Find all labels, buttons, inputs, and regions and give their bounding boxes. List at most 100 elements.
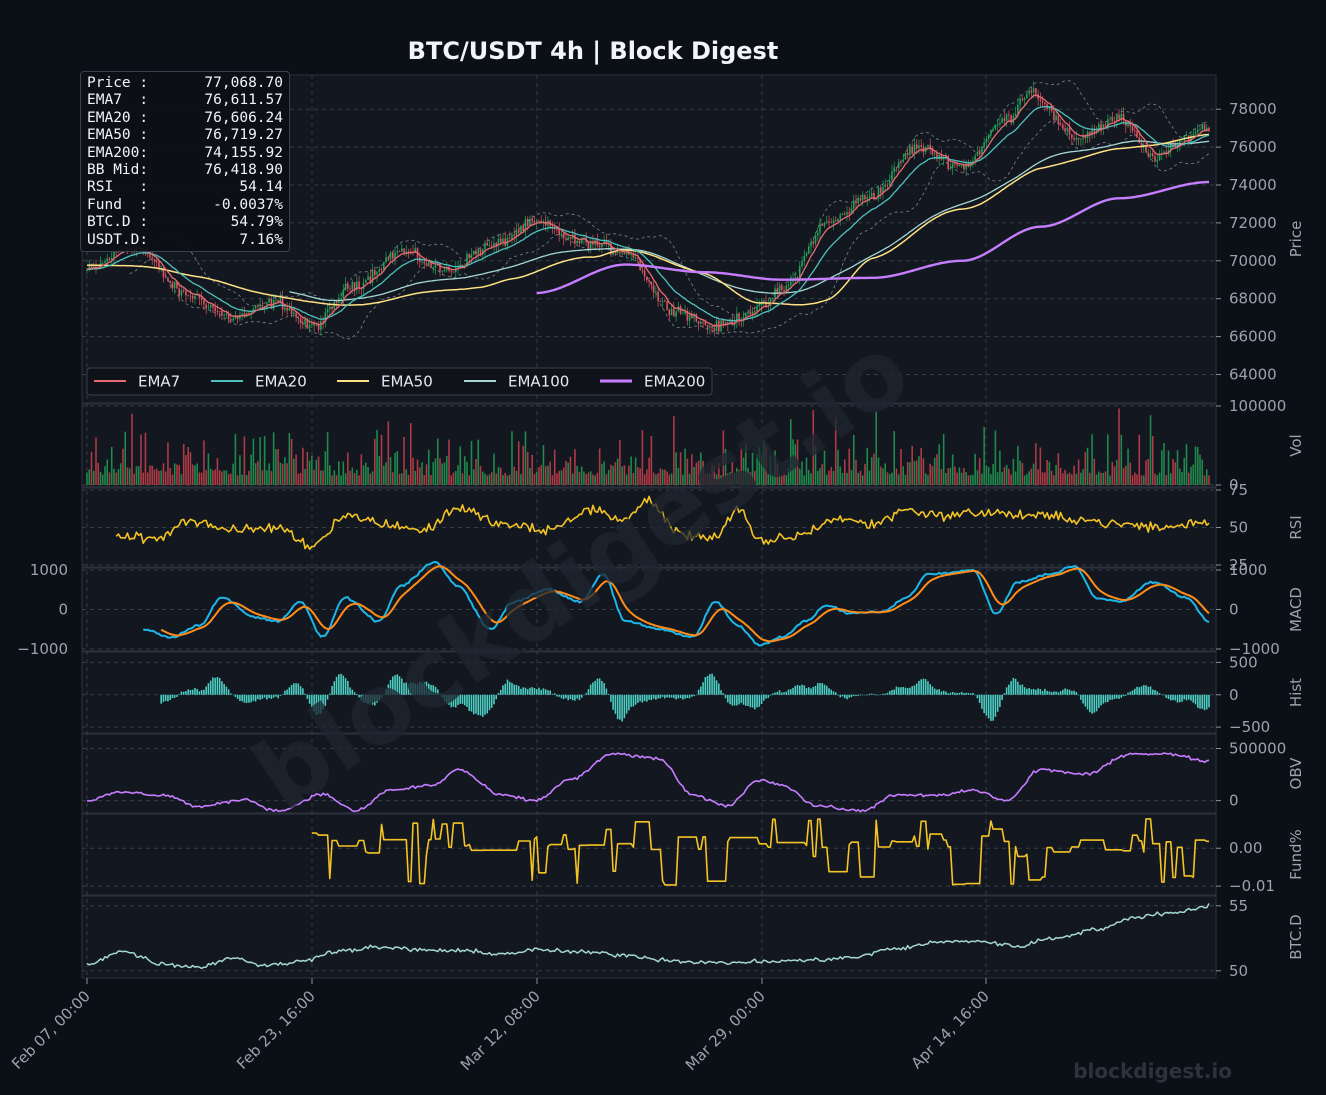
hist-bar — [994, 694, 997, 717]
volume-bar — [924, 473, 927, 485]
candle-body — [778, 286, 781, 294]
candle-body — [675, 311, 677, 317]
candle-body — [1134, 130, 1136, 132]
hist-bar — [772, 693, 774, 695]
candle-body — [1032, 88, 1035, 93]
candle-body — [668, 309, 671, 316]
hist-bar — [958, 692, 961, 695]
volume-bar — [124, 431, 127, 485]
hist-bar — [823, 684, 826, 695]
volume-bar — [623, 465, 626, 485]
hist-bar — [652, 694, 655, 699]
volume-bar — [605, 474, 608, 485]
hist-bar — [1201, 694, 1204, 709]
candle-body — [888, 180, 891, 186]
hist-bar — [942, 690, 945, 695]
hist-bar — [187, 689, 189, 695]
info-key: BTC.D : — [87, 214, 149, 231]
hist-bar — [178, 694, 180, 695]
volume-bar — [1116, 459, 1118, 485]
hist-bar — [1199, 694, 1201, 709]
volume-bar — [1118, 408, 1120, 485]
volume-bar — [1064, 469, 1066, 485]
candle-body — [810, 241, 812, 247]
candle-body — [1109, 118, 1111, 120]
candle-body — [747, 311, 749, 314]
candle-body — [605, 240, 608, 244]
hist-bar — [922, 678, 925, 695]
volume-bar — [637, 467, 639, 485]
hist-bar — [848, 694, 851, 698]
hist-bar — [702, 682, 704, 695]
hist-bar — [787, 689, 790, 695]
hist-bar — [416, 684, 419, 695]
candle-body — [661, 300, 664, 302]
candle-body — [1080, 138, 1082, 140]
volume-bar — [812, 410, 815, 485]
hist-bar — [661, 694, 664, 697]
volume-bar — [99, 471, 102, 485]
hist-bar — [938, 689, 940, 695]
hist-bar — [679, 694, 682, 699]
candle-body — [706, 325, 709, 328]
volume-bar — [416, 459, 419, 485]
volume-bar — [630, 456, 632, 485]
info-box: Price : 77,068.70 EMA7 : 76,611.57 EMA20 : 76… — [80, 71, 290, 253]
hist-bar — [396, 674, 399, 695]
volume-bar — [362, 465, 365, 485]
candle-body — [445, 266, 448, 271]
candle-body — [313, 323, 315, 326]
candle-body — [931, 148, 934, 155]
hist-bar — [218, 677, 221, 695]
hist-bar — [1008, 684, 1010, 695]
hist-bar — [569, 694, 572, 700]
candle-body — [583, 237, 585, 239]
hist-bar — [879, 694, 882, 696]
hist-bar — [333, 681, 336, 695]
hist-bar — [857, 694, 860, 696]
hist-bar — [873, 694, 875, 695]
macd-line — [142, 561, 1210, 647]
candle-body — [335, 301, 338, 304]
volume-bar — [1187, 472, 1190, 485]
candle-body — [392, 252, 394, 259]
hist-bar — [985, 694, 988, 716]
volume-bar — [401, 473, 403, 485]
hist-bar — [162, 694, 165, 702]
candle-body — [284, 307, 286, 310]
volume-bar — [1129, 462, 1132, 485]
hist-bar — [607, 693, 610, 695]
hist-bar — [1205, 694, 1208, 710]
volume-bar — [1100, 472, 1102, 485]
candle-body — [900, 162, 902, 164]
candle-body — [104, 261, 106, 263]
volume-bar — [232, 463, 234, 485]
candle-body — [326, 309, 329, 313]
candle-body — [630, 254, 632, 256]
hist-bar — [666, 694, 668, 698]
hist-bar — [1019, 685, 1021, 695]
candle-body — [1089, 131, 1091, 136]
volume-bar — [203, 440, 205, 485]
hist-bar — [185, 691, 187, 695]
candle-body — [936, 153, 938, 160]
volume-bar — [933, 457, 936, 485]
candle-body — [965, 163, 967, 170]
volume-bar — [798, 468, 801, 485]
volume-bar — [679, 452, 682, 485]
candle-body — [167, 277, 169, 282]
hist-bar — [1129, 691, 1132, 695]
volume-bar — [484, 473, 486, 485]
volume-bar — [967, 475, 970, 485]
hist-bar — [1057, 692, 1060, 695]
volume-bar — [976, 470, 979, 485]
candle-body — [533, 221, 536, 223]
hist-bar — [533, 687, 536, 695]
volume-bar — [367, 466, 369, 485]
hist-bar — [583, 694, 585, 696]
candle-body — [508, 238, 511, 239]
volume-bar — [610, 464, 612, 485]
hist-bar — [976, 694, 979, 699]
hist-bar — [963, 693, 965, 695]
hist-bar — [601, 680, 603, 695]
